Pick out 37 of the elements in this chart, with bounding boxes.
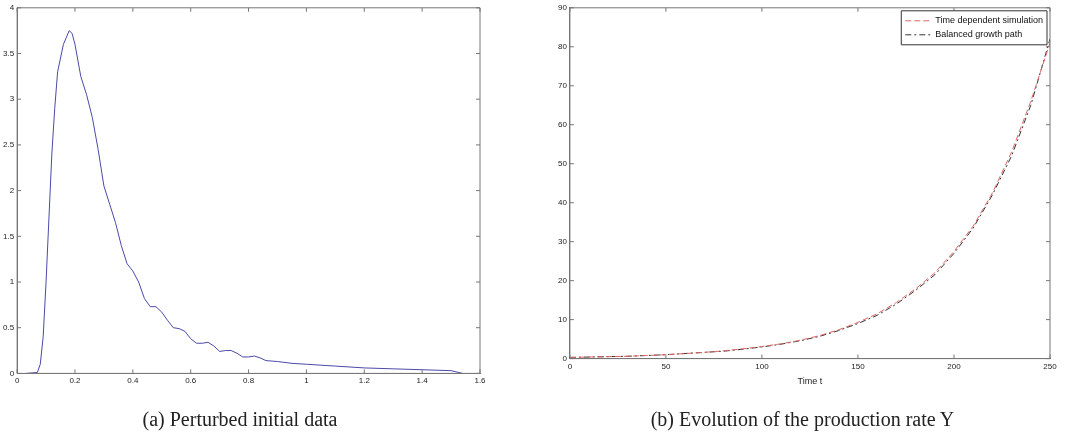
x-tick-label: 1 bbox=[304, 376, 310, 386]
y-tick-label: 90 bbox=[557, 3, 568, 12]
y-tick-label: 0.5 bbox=[3, 322, 15, 332]
x-tick-label: 0.8 bbox=[243, 376, 255, 386]
y-tick-label: 3 bbox=[9, 94, 15, 104]
x-tick-label: 200 bbox=[947, 361, 962, 371]
y-tick-label: 3.5 bbox=[3, 48, 15, 58]
y-tick-label: 2.5 bbox=[3, 140, 15, 150]
x-tick-label: 250 bbox=[1043, 361, 1058, 371]
x-tick-label: 1.2 bbox=[358, 376, 371, 386]
legend-label: Balanced growth path bbox=[935, 29, 1023, 40]
y-tick-label: 1 bbox=[9, 277, 15, 287]
y-tick-label: 0 bbox=[9, 368, 15, 378]
y-tick-label: 40 bbox=[557, 197, 568, 207]
x-tick-label: 0.2 bbox=[69, 376, 82, 386]
x-tick-label: 1.6 bbox=[474, 376, 487, 386]
y-tick-label: 30 bbox=[557, 236, 568, 246]
x-tick-label: 150 bbox=[851, 361, 866, 371]
y-tick-label: 20 bbox=[557, 275, 568, 285]
y-tick-label: 60 bbox=[557, 119, 568, 129]
x-tick-label: 0.4 bbox=[127, 376, 139, 386]
x-tick-label: 100 bbox=[755, 361, 770, 371]
x-tick-label: 0.6 bbox=[185, 376, 197, 386]
x-tick-label: 1.4 bbox=[416, 376, 429, 386]
text: (a) Perturbed initial data bbox=[142, 408, 338, 432]
y-tick-label: 4 bbox=[9, 3, 15, 12]
y-tick-label: 50 bbox=[557, 158, 568, 168]
x-axis-title: Time t bbox=[797, 376, 823, 387]
y-tick-label: 1.5 bbox=[3, 231, 15, 241]
y-tick-label: 70 bbox=[557, 80, 568, 90]
legend-label: Time dependent simulation bbox=[935, 15, 1044, 26]
y-tick-label: 0 bbox=[562, 353, 568, 363]
text: (b) Evolution of the production rate Y bbox=[650, 408, 955, 432]
y-tick-label: 10 bbox=[557, 314, 568, 324]
y-tick-label: 2 bbox=[9, 185, 15, 195]
x-tick-label: 50 bbox=[661, 361, 671, 371]
y-tick-label: 80 bbox=[557, 41, 568, 51]
